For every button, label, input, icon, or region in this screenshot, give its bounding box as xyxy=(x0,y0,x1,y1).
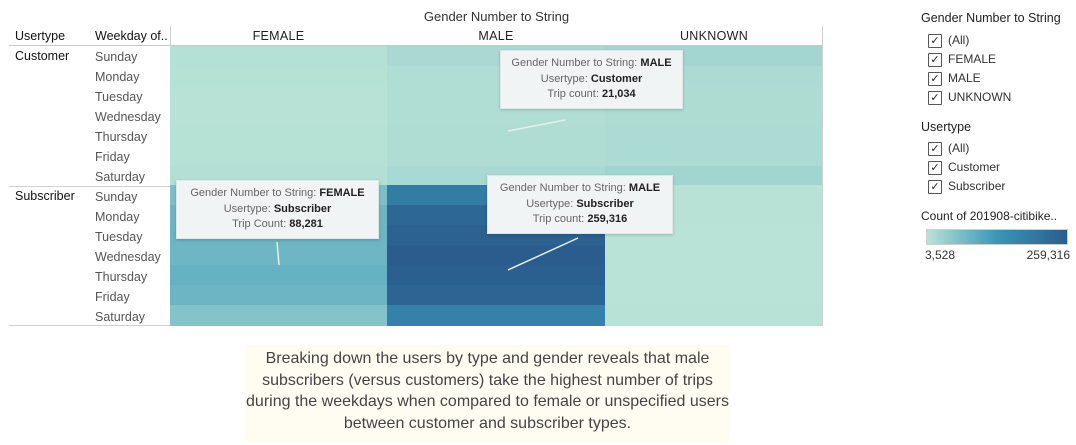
tooltip-value: MALE xyxy=(640,57,672,69)
tooltip-label: Trip Count: xyxy=(232,218,287,230)
tooltip-label: Trip count: xyxy=(532,213,585,225)
weekday-label: Sunday xyxy=(95,50,138,64)
heatmap-cell[interactable] xyxy=(605,285,822,306)
tooltip-label: Trip count: xyxy=(547,88,599,100)
tooltip-value: Customer xyxy=(590,72,643,85)
weekday-label: Thursday xyxy=(95,270,148,284)
weekday-column-header: Weekday of.. xyxy=(95,29,168,43)
heatmap-cell[interactable] xyxy=(170,106,387,127)
checkbox[interactable]: ✓ xyxy=(928,142,942,156)
tooltip-label: Gender Number to String: xyxy=(190,187,317,199)
checkbox[interactable]: ✓ xyxy=(928,72,942,86)
grid-right-border xyxy=(822,26,823,326)
heatmap-cell[interactable] xyxy=(170,86,387,107)
heatmap-cell[interactable] xyxy=(387,106,605,127)
gender-filter-title: Gender Number to String xyxy=(921,11,1061,25)
checkbox[interactable]: ✓ xyxy=(928,161,942,175)
heatmap-cell[interactable] xyxy=(605,126,822,147)
tooltip-value: FEMALE xyxy=(319,187,365,199)
tooltip-value: Subscriber xyxy=(576,197,634,210)
tooltip-value: MALE xyxy=(628,182,661,194)
tooltip-value: 21,034 xyxy=(601,88,636,100)
usertype-label-subscriber: Subscriber xyxy=(15,189,75,203)
usertype-filter-title: Usertype xyxy=(921,120,972,134)
tooltip-label: Gender Number to String: xyxy=(499,182,626,194)
weekday-label: Monday xyxy=(95,210,140,224)
tooltip-label: Gender Number to String: xyxy=(511,57,638,69)
heatmap-cell[interactable] xyxy=(605,106,822,127)
weekday-label: Saturday xyxy=(95,170,146,184)
checkbox[interactable]: ✓ xyxy=(928,53,942,67)
heatmap-cell[interactable] xyxy=(605,305,822,326)
heatmap-cell[interactable] xyxy=(170,126,387,147)
tooltip-value: 88,281 xyxy=(289,218,323,230)
usertype-column-header: Usertype xyxy=(15,29,66,43)
weekday-label: Wednesday xyxy=(95,110,161,124)
checkbox[interactable]: ✓ xyxy=(928,34,942,48)
weekday-label: Thursday xyxy=(95,130,148,144)
column-group-title: Gender Number to String xyxy=(423,9,570,24)
header-vline xyxy=(170,26,171,46)
heatmap-cell[interactable] xyxy=(387,146,605,167)
group-divider xyxy=(9,186,170,187)
gender-header-unknown: UNKNOWN xyxy=(679,29,749,43)
weekday-label: Monday xyxy=(95,70,140,84)
checkbox[interactable]: ✓ xyxy=(928,180,942,194)
weekday-label: Sunday xyxy=(95,190,138,204)
heatmap-cell[interactable] xyxy=(170,285,387,306)
heatmap-cell[interactable] xyxy=(170,245,387,266)
heatmap-cell[interactable] xyxy=(387,265,605,286)
color-legend-min: 3,528 xyxy=(925,248,956,262)
weekday-label: Tuesday xyxy=(95,230,143,244)
usertype-label-customer: Customer xyxy=(15,49,70,63)
caption-text: Breaking down the users by type and gend… xyxy=(245,345,730,443)
heatmap-cell[interactable] xyxy=(605,245,822,266)
tooltip-label: Usertype: xyxy=(223,202,271,215)
heatmap-cell[interactable] xyxy=(387,245,605,266)
heatmap-cell[interactable] xyxy=(170,146,387,167)
filter-item-label: Customer xyxy=(948,160,1001,174)
weekday-label: Tuesday xyxy=(95,90,143,104)
weekday-label: Friday xyxy=(95,150,130,164)
gender-header-female: FEMALE xyxy=(252,29,305,43)
color-legend-max: 259,316 xyxy=(1026,248,1070,262)
tooltip-label: Usertype: xyxy=(540,72,588,85)
header-divider xyxy=(9,45,823,46)
tooltip-female-subscriber: Gender Number to String: FEMALE Usertype… xyxy=(176,180,379,239)
filter-item-label: Subscriber xyxy=(948,179,1006,193)
tooltip-male-customer: Gender Number to String: MALE Usertype: … xyxy=(500,50,683,109)
tooltip-male-subscriber: Gender Number to String: MALE Usertype: … xyxy=(487,175,673,234)
color-legend-title: Count of 201908-citibike.. xyxy=(921,209,1058,223)
tooltip-label: Usertype: xyxy=(526,197,574,210)
color-legend-ramp xyxy=(926,229,1068,245)
tooltip-value: 259,316 xyxy=(587,213,628,225)
heatmap-cell[interactable] xyxy=(387,305,605,326)
heatmap-cell[interactable] xyxy=(387,285,605,306)
heatmap-cell[interactable] xyxy=(605,265,822,286)
heatmap-cell[interactable] xyxy=(170,66,387,87)
heatmap-cell[interactable] xyxy=(605,146,822,167)
heatmap-cell[interactable] xyxy=(170,305,387,326)
heatmap-cell[interactable] xyxy=(170,265,387,286)
checkbox[interactable]: ✓ xyxy=(928,91,942,105)
weekday-label: Friday xyxy=(95,290,130,304)
gender-header-male: MALE xyxy=(478,29,514,43)
filter-item-label: UNKNOWN xyxy=(948,90,1012,104)
filter-item-label: (All) xyxy=(948,141,970,155)
filter-item-label: MALE xyxy=(948,71,981,85)
filter-item-label: FEMALE xyxy=(948,52,997,66)
heatmap-cell[interactable] xyxy=(170,46,387,67)
weekday-label: Wednesday xyxy=(95,250,161,264)
weekday-label: Saturday xyxy=(95,310,146,324)
tooltip-value: Subscriber xyxy=(273,202,332,215)
heatmap-cell[interactable] xyxy=(387,126,605,147)
filter-item-label: (All) xyxy=(948,33,970,47)
